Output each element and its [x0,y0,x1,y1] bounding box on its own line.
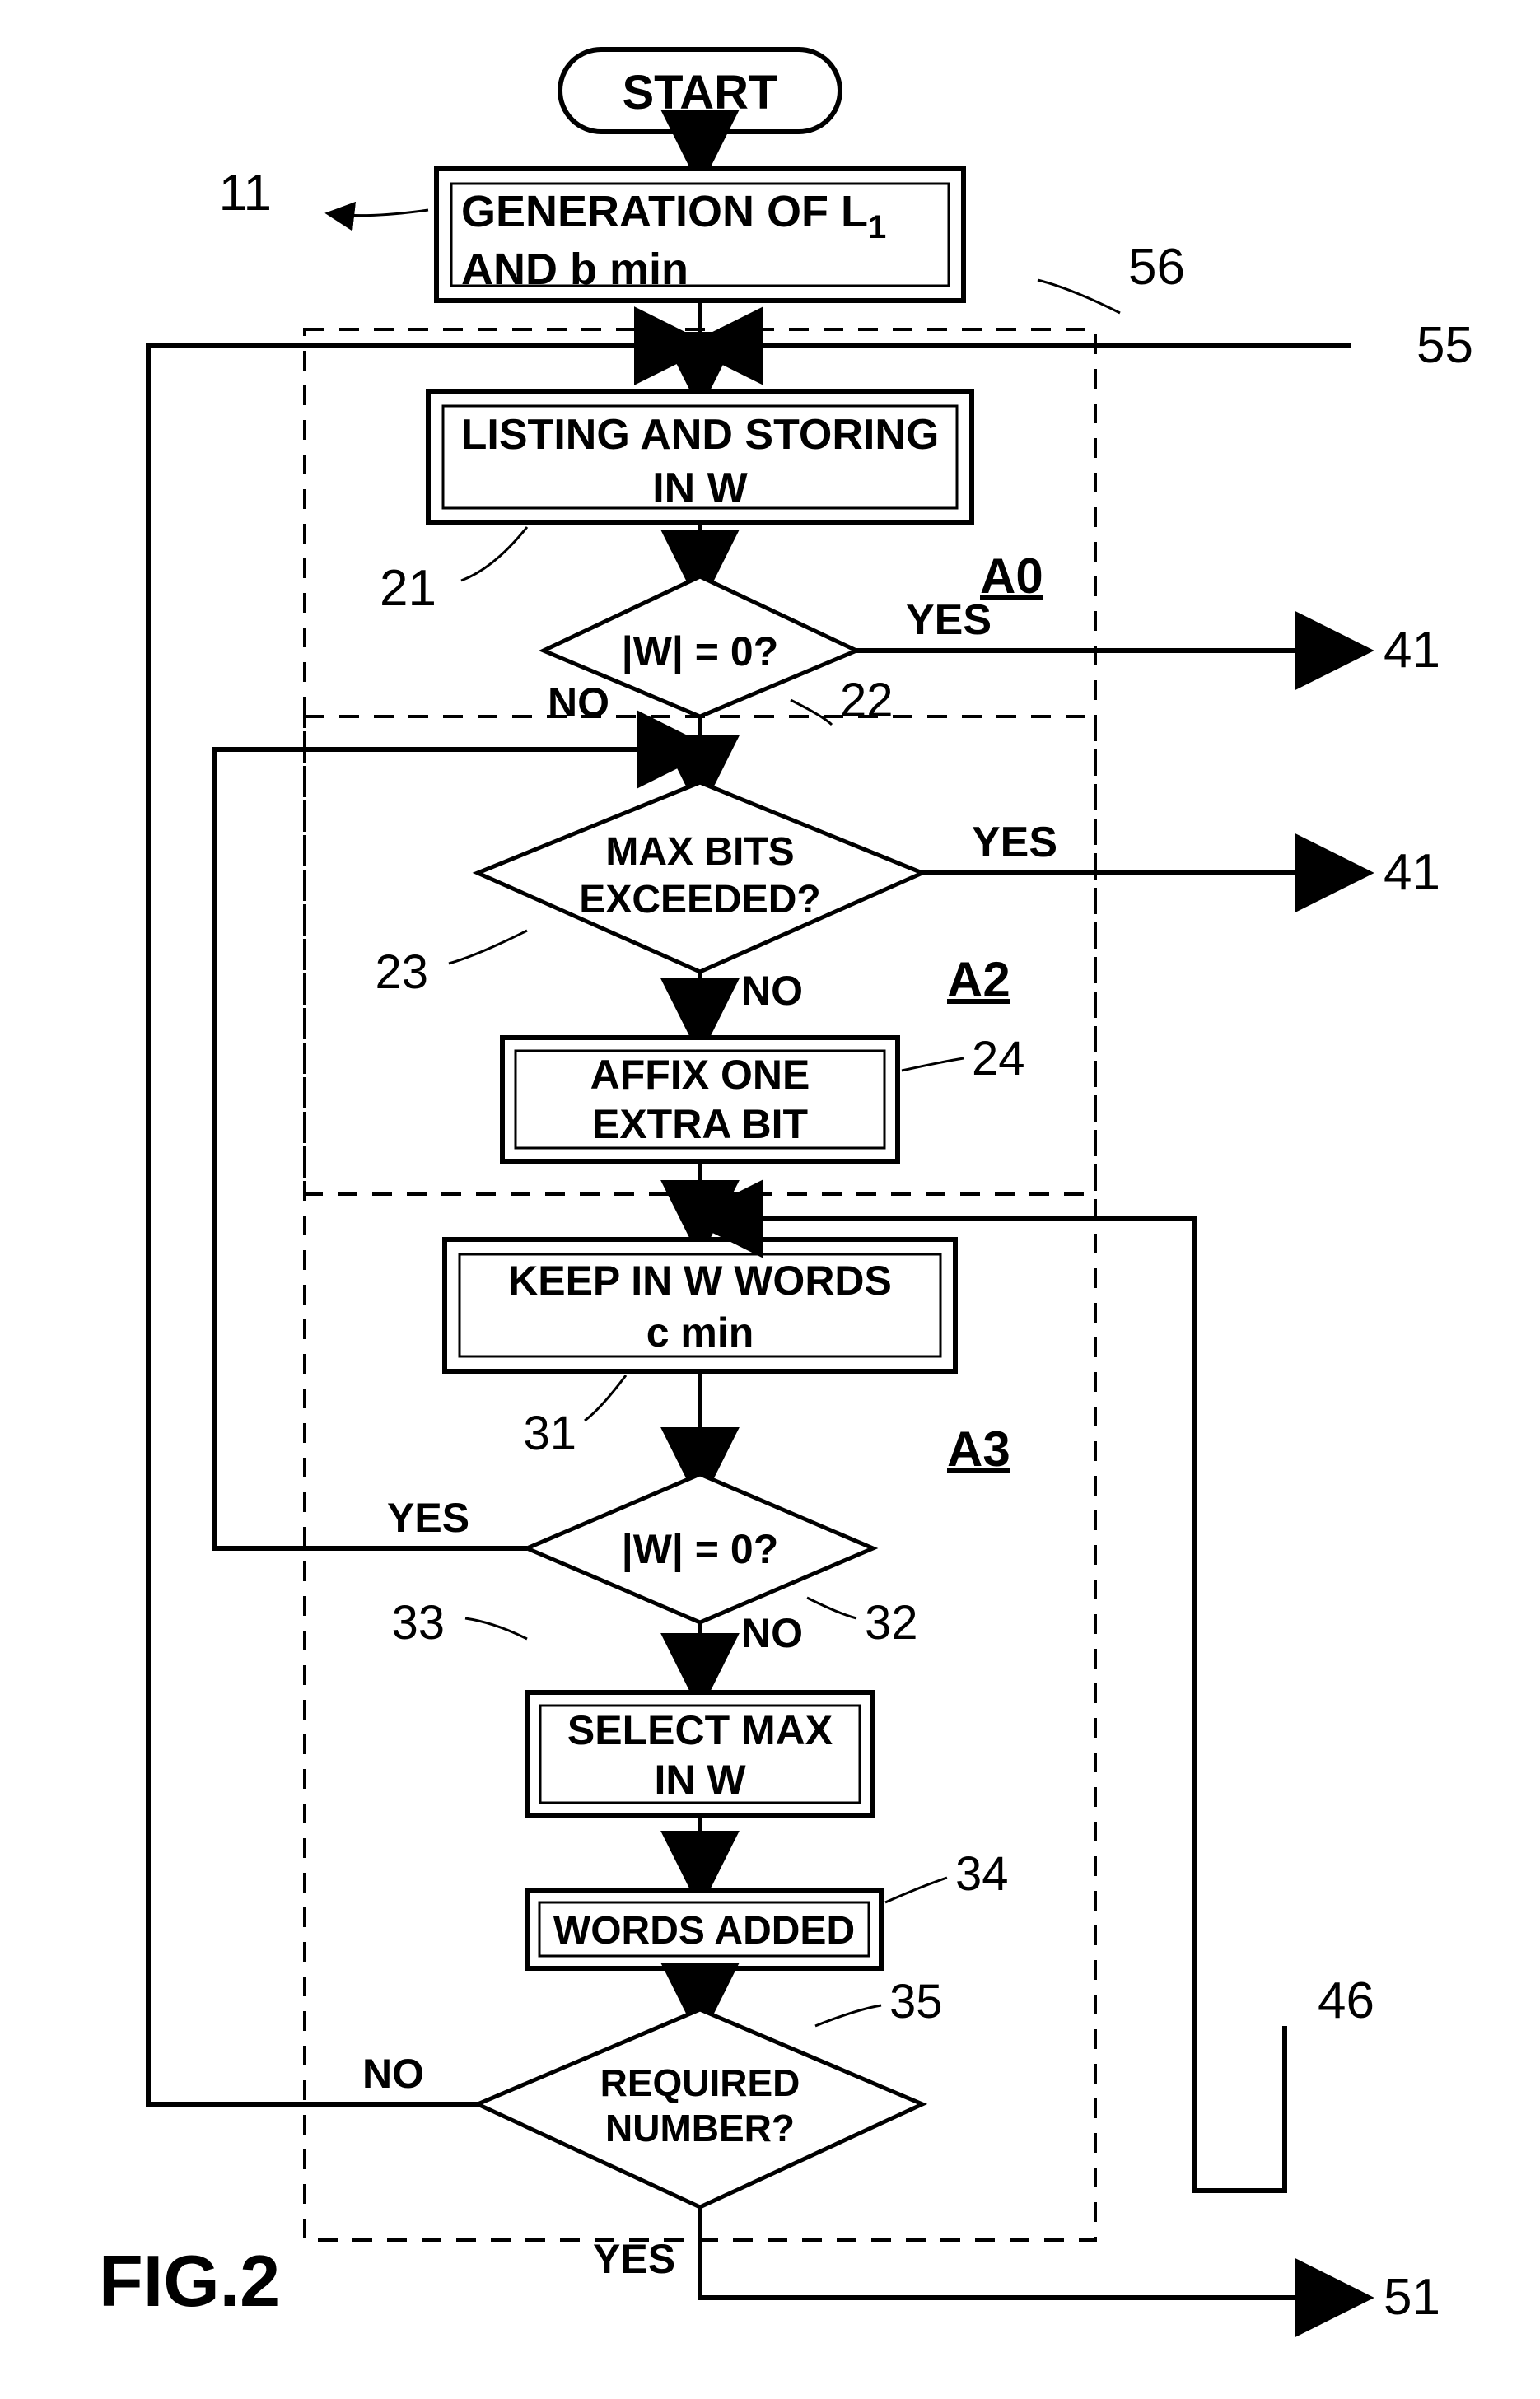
svg-text:AFFIX ONE: AFFIX ONE [590,1052,810,1098]
diamond-23: MAX BITS EXCEEDED? [478,782,922,972]
block-11: GENERATION OF L1 AND b min [436,169,964,301]
region-label-a0: A0 [980,548,1043,604]
diamond-32: |W| = 0? [527,1474,873,1622]
block-24: AFFIX ONE EXTRA BIT [502,1038,898,1161]
branch-yes-35: YES [593,2236,675,2282]
svg-text:AND b min: AND b min [461,245,688,294]
ref-55: 55 [1416,317,1473,374]
ref-56: 56 [1128,239,1185,296]
ref-22: 22 [840,674,894,727]
svg-text:SELECT MAX: SELECT MAX [567,1707,833,1753]
ref-21: 21 [380,560,436,617]
block-31: KEEP IN W WORDS c min [445,1239,955,1371]
branch-no-22: NO [548,679,609,726]
branch-no-35: NO [362,2051,424,2097]
svg-text:NUMBER?: NUMBER? [605,2107,795,2149]
svg-text:c min: c min [646,1309,754,1356]
svg-text:KEEP IN W WORDS: KEEP IN W WORDS [508,1258,892,1304]
start-terminator: START [560,49,840,132]
diamond-35: REQUIRED NUMBER? [478,2009,922,2207]
ref-51: 51 [1384,2269,1440,2326]
svg-text:|W| = 0?: |W| = 0? [622,1526,779,1573]
ref-33: 33 [391,1596,445,1650]
svg-text:LISTING AND STORING: LISTING AND STORING [461,411,940,459]
block-34: WORDS ADDED [527,1890,881,1968]
region-label-a2: A2 [947,952,1010,1007]
flowchart: START GENERATION OF L1 AND b min 11 55 5… [0,0,1540,2399]
ref-34: 34 [955,1847,1009,1901]
branch-no-23: NO [741,968,803,1014]
svg-text:MAX BITS: MAX BITS [605,830,794,874]
branch-yes-23: YES [972,819,1057,866]
ref-24: 24 [972,1032,1025,1085]
branch-no-32: NO [741,1610,803,1656]
svg-text:IN W: IN W [652,464,748,512]
ref-46: 46 [1318,1972,1374,2029]
svg-text:EXTRA BIT: EXTRA BIT [592,1101,808,1147]
region-label-a3: A3 [947,1421,1010,1477]
block-21: LISTING AND STORING IN W [428,391,972,523]
ref-11: 11 [219,165,272,222]
svg-text:EXCEEDED?: EXCEEDED? [579,878,820,922]
branch-yes-22: YES [906,596,992,644]
svg-text:WORDS ADDED: WORDS ADDED [553,1909,855,1953]
ref-31: 31 [523,1407,576,1460]
ref-41a: 41 [1384,622,1440,679]
ref-35: 35 [889,1975,943,2028]
ref-23: 23 [375,945,428,999]
ref-32: 32 [865,1596,918,1650]
svg-text:REQUIRED: REQUIRED [600,2061,800,2104]
svg-text:|W| = 0?: |W| = 0? [622,628,779,675]
block-33: SELECT MAX IN W [527,1692,873,1816]
figure-label: FIG.2 [99,2240,280,2322]
start-label: START [622,66,777,119]
ref-41b: 41 [1384,844,1440,901]
svg-text:IN W: IN W [654,1757,746,1803]
branch-yes-32: YES [387,1495,469,1541]
